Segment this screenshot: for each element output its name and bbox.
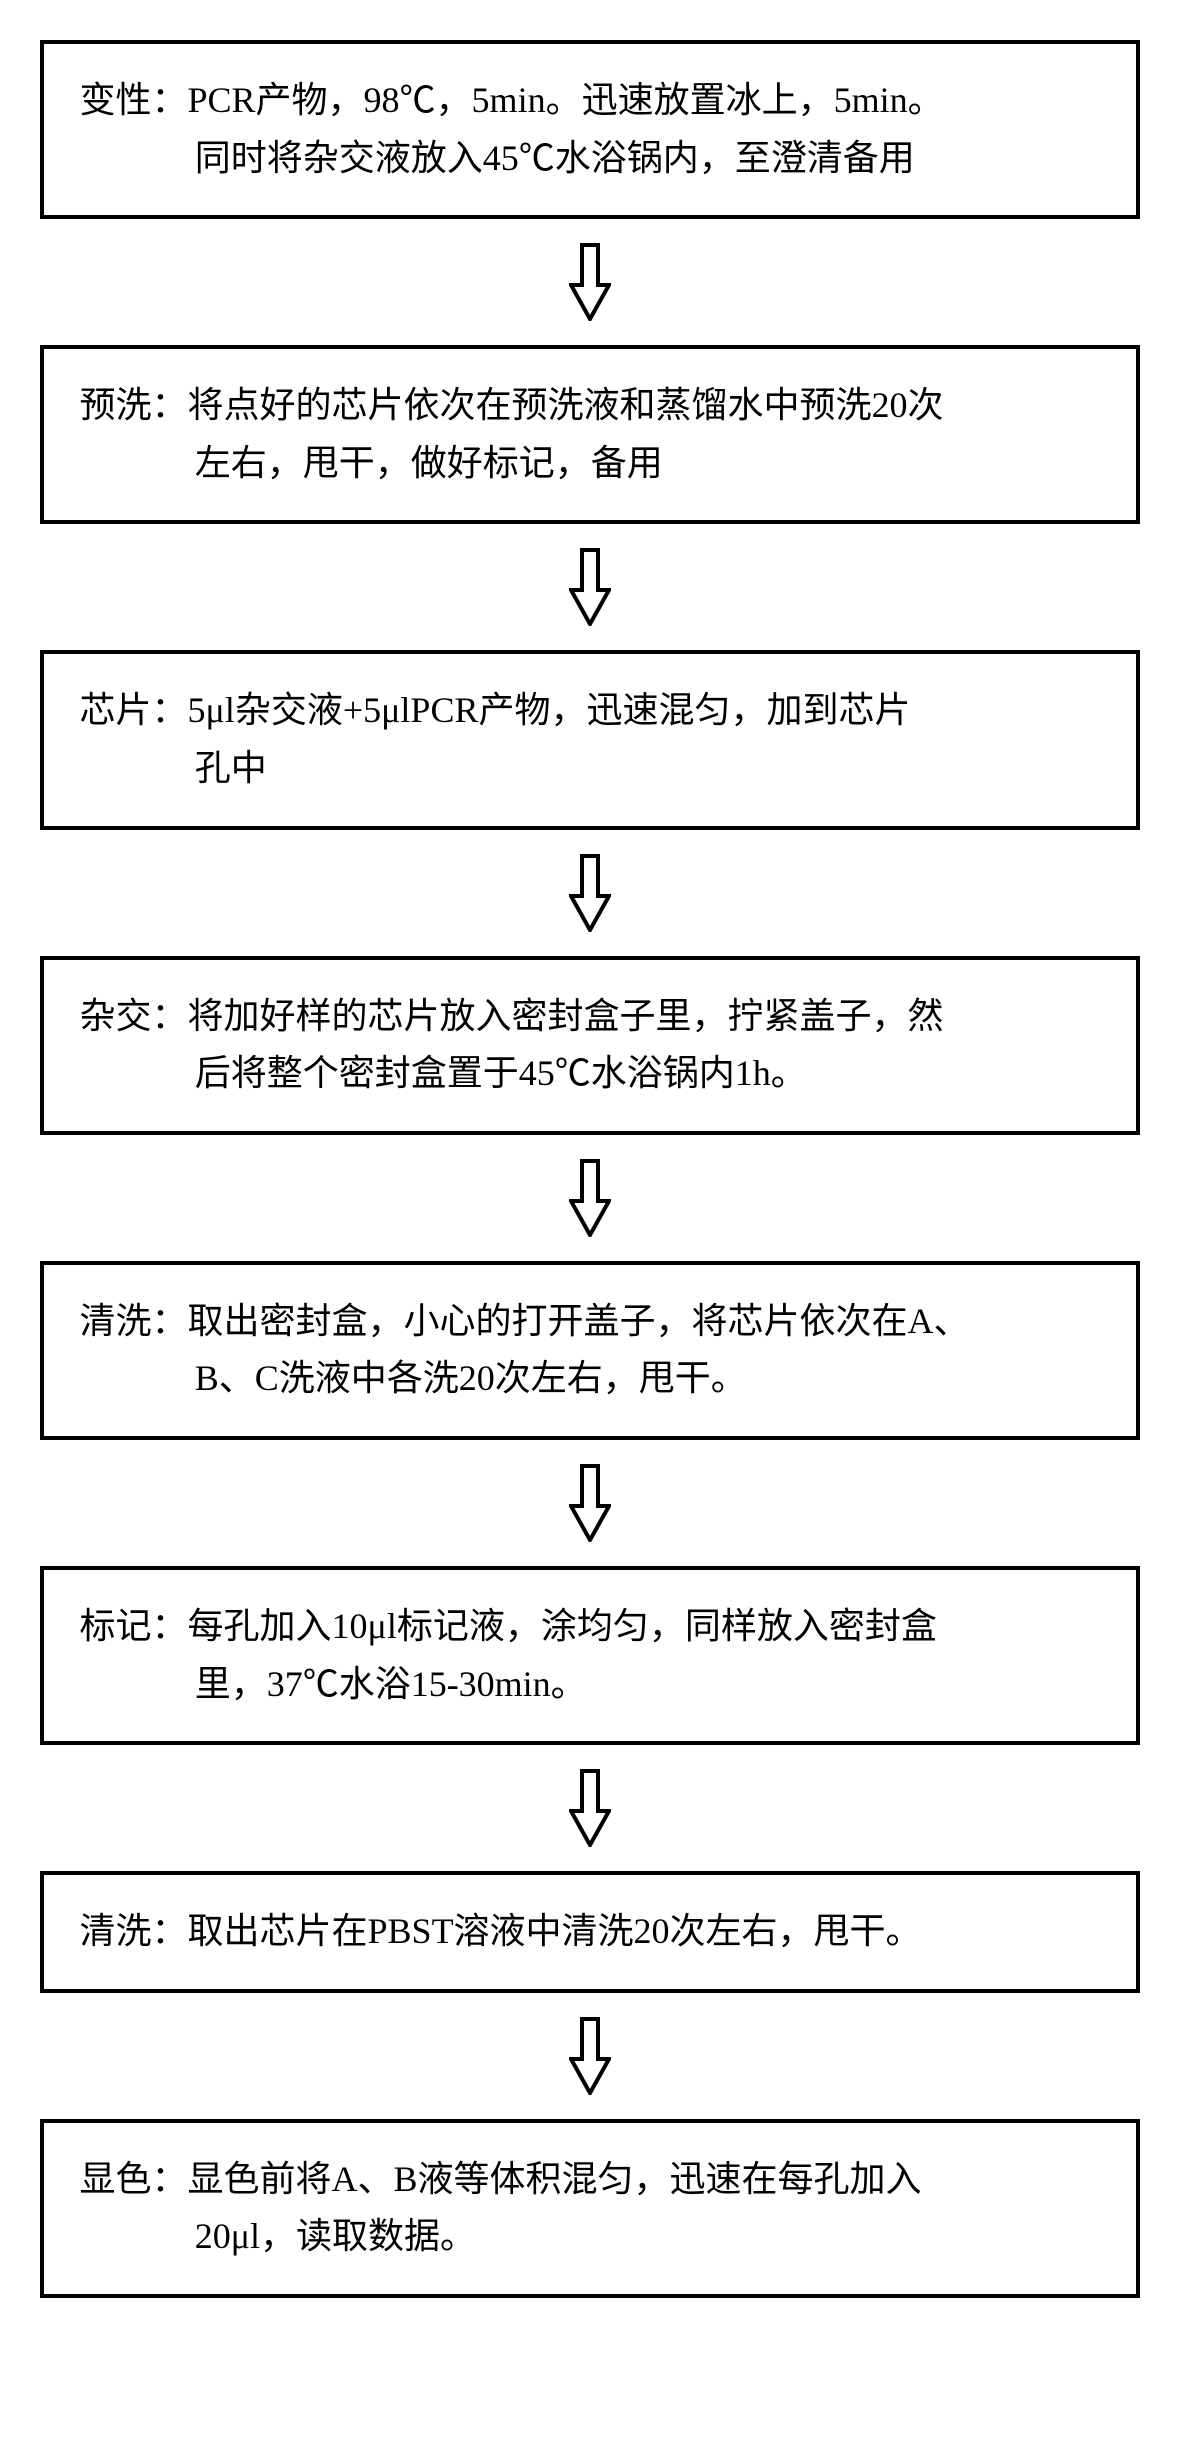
step-text-line1: 将点好的芯片依次在预洗液和蒸馏水中预洗20次 (188, 385, 944, 425)
step-text-line2: 里，37℃水浴15-30min。 (80, 1656, 1100, 1714)
step-text-line1: PCR产物，98℃，5min。迅速放置冰上，5min。 (188, 80, 944, 120)
step-label: 芯片： (80, 690, 188, 730)
arrow-icon (569, 1159, 611, 1237)
step-box-6: 标记：每孔加入10μl标记液，涂均匀，同样放入密封盒 里，37℃水浴15-30m… (40, 1566, 1140, 1745)
arrow-icon (569, 2017, 611, 2095)
step-text-line1: 5μl杂交液+5μlPCR产物，迅速混匀，加到芯片 (188, 690, 911, 730)
step-label: 标记： (80, 1606, 188, 1646)
arrow-icon (569, 1769, 611, 1847)
arrow-icon (569, 548, 611, 626)
step-label: 显色： (80, 2159, 188, 2199)
step-text-line1: 每孔加入10μl标记液，涂均匀，同样放入密封盒 (188, 1606, 937, 1646)
step-text-line1: 将加好样的芯片放入密封盒子里，拧紧盖子，然 (188, 996, 944, 1036)
step-text-line1: 显色前将A、B液等体积混匀，迅速在每孔加入 (188, 2159, 922, 2199)
step-label: 变性： (80, 80, 188, 120)
step-box-3: 芯片：5μl杂交液+5μlPCR产物，迅速混匀，加到芯片 孔中 (40, 650, 1140, 829)
step-text-line2: 同时将杂交液放入45℃水浴锅内，至澄清备用 (80, 130, 1100, 188)
step-text-line1: 取出密封盒，小心的打开盖子，将芯片依次在A、 (188, 1301, 970, 1341)
flowchart-container: 变性：PCR产物，98℃，5min。迅速放置冰上，5min。 同时将杂交液放入4… (40, 40, 1140, 2298)
step-box-2: 预洗：将点好的芯片依次在预洗液和蒸馏水中预洗20次 左右，甩干，做好标记，备用 (40, 345, 1140, 524)
arrow-icon (569, 854, 611, 932)
step-text-line2: 后将整个密封盒置于45℃水浴锅内1h。 (80, 1045, 1100, 1103)
step-label: 清洗： (80, 1911, 188, 1951)
step-label: 杂交： (80, 996, 188, 1036)
step-box-5: 清洗：取出密封盒，小心的打开盖子，将芯片依次在A、 B、C洗液中各洗20次左右，… (40, 1261, 1140, 1440)
step-box-1: 变性：PCR产物，98℃，5min。迅速放置冰上，5min。 同时将杂交液放入4… (40, 40, 1140, 219)
arrow-icon (569, 243, 611, 321)
step-text-line2: 左右，甩干，做好标记，备用 (80, 435, 1100, 493)
step-text-line2: 孔中 (80, 740, 1100, 798)
step-text-line1: 取出芯片在PBST溶液中清洗20次左右，甩干。 (188, 1911, 922, 1951)
step-box-4: 杂交：将加好样的芯片放入密封盒子里，拧紧盖子，然 后将整个密封盒置于45℃水浴锅… (40, 956, 1140, 1135)
step-label: 预洗： (80, 385, 188, 425)
step-text-line2: 20μl，读取数据。 (80, 2208, 1100, 2266)
step-box-8: 显色：显色前将A、B液等体积混匀，迅速在每孔加入 20μl，读取数据。 (40, 2119, 1140, 2298)
step-label: 清洗： (80, 1301, 188, 1341)
step-text-line2: B、C洗液中各洗20次左右，甩干。 (80, 1350, 1100, 1408)
step-box-7: 清洗：取出芯片在PBST溶液中清洗20次左右，甩干。 (40, 1871, 1140, 1993)
arrow-icon (569, 1464, 611, 1542)
